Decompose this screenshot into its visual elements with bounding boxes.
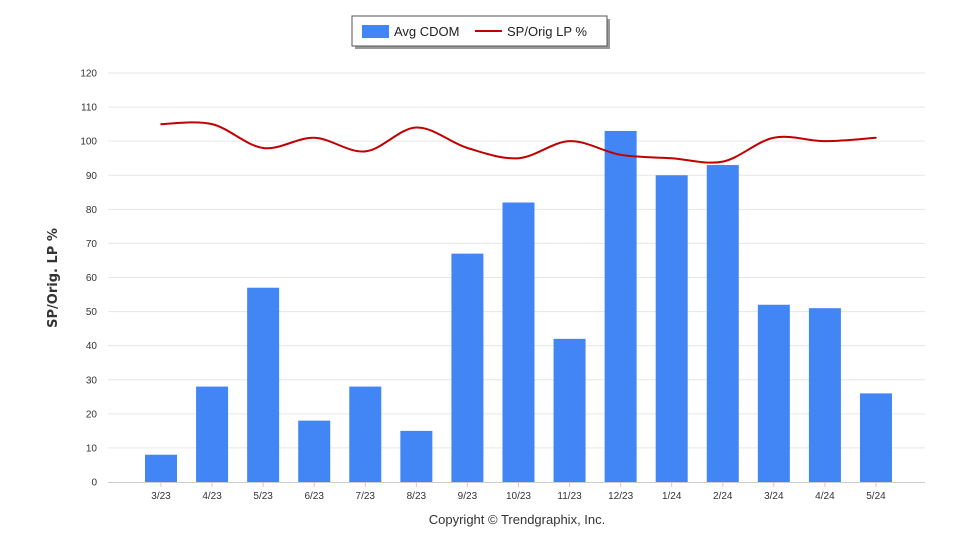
- y-tick-label: 60: [86, 273, 98, 284]
- x-tick-label: 10/23: [506, 491, 531, 502]
- x-tick-label: 5/23: [253, 491, 273, 502]
- line-point-5-23: [262, 147, 264, 149]
- y-tick-label: 10: [86, 443, 98, 454]
- line-point-9-23: [466, 147, 469, 149]
- y-tick-label: 30: [86, 375, 98, 386]
- legend-bar-label: Avg CDOM: [394, 24, 460, 39]
- x-tick-label: 4/24: [815, 491, 835, 502]
- x-tick-label: 1/24: [662, 491, 682, 502]
- x-tick-labels: 3/23 4/23 5/23 6/23 7/23 8/23 9/23 10/23 11/23 12…: [151, 491, 886, 502]
- line-point-1-24: [670, 157, 673, 160]
- bar-avg-cdom-10-23: [502, 202, 535, 482]
- line-point-4-24: [824, 140, 826, 142]
- x-tick-label: 5/24: [866, 491, 886, 502]
- line-point-8-23: [415, 126, 418, 129]
- bar-avg-cdom-11-23: [553, 338, 586, 482]
- line-point-6-23: [313, 136, 316, 139]
- legend-line-label: SP/Orig LP %: [507, 24, 587, 39]
- line-point-2-24: [721, 160, 724, 163]
- y-tick-label: 90: [86, 171, 98, 182]
- line-point-11-23: [568, 140, 571, 142]
- y-tick-label: 80: [86, 205, 98, 216]
- y-tick-label: 100: [80, 137, 97, 148]
- footer-copyright: Copyright © Trendgraphix, Inc.: [429, 512, 606, 527]
- line-point-10-23: [517, 157, 520, 160]
- x-tick-label: 11/23: [557, 491, 582, 502]
- line-point-7-23: [364, 150, 367, 153]
- line-layer: [160, 121, 877, 164]
- x-tick-label: 4/23: [202, 491, 222, 502]
- x-tick-label: 3/23: [151, 491, 171, 502]
- y-axis-title: SP/Orig. LP %: [46, 228, 61, 328]
- bars-layer: [145, 130, 892, 483]
- bar-avg-cdom-1-24: [655, 175, 688, 482]
- x-tick-label: 12/23: [608, 491, 633, 502]
- y-tick-label: 70: [86, 239, 98, 250]
- x-tick-label: 7/23: [356, 491, 376, 502]
- bar-avg-cdom-4-24: [808, 308, 841, 482]
- bar-avg-cdom-2-24: [706, 165, 739, 482]
- line-point-4-23: [211, 123, 213, 125]
- line-point-12-23: [619, 154, 622, 156]
- line-sp-orig-lp: [160, 121, 877, 164]
- y-tick-label: 110: [81, 103, 97, 114]
- bar-avg-cdom-4-23: [196, 386, 229, 482]
- line-point-3-24: [773, 136, 775, 139]
- line-point-3-23: [160, 123, 162, 125]
- y-tick-label: 0: [91, 478, 97, 489]
- bar-avg-cdom-8-23: [400, 430, 433, 482]
- legend-bar-swatch: [362, 25, 389, 38]
- x-tick-label: 9/23: [458, 491, 478, 502]
- x-tick-label: 8/23: [407, 491, 427, 502]
- bar-avg-cdom-7-23: [349, 386, 382, 482]
- y-tick-label: 50: [86, 307, 98, 318]
- bar-avg-cdom-5-24: [859, 393, 892, 482]
- axis-layer: [108, 482, 925, 487]
- x-tick-label: 6/23: [304, 491, 324, 502]
- bar-avg-cdom-3-24: [757, 304, 790, 482]
- bar-avg-cdom-5-23: [247, 287, 280, 482]
- x-tick-label: 3/24: [764, 491, 784, 502]
- line-point-5-24: [875, 136, 877, 139]
- y-tick-labels: 0 10 20 30 40 50 60 70 80 90 100 110 120: [80, 69, 97, 489]
- bar-avg-cdom-9-23: [451, 253, 484, 482]
- legend: Avg CDOM SP/Orig LP %: [351, 15, 610, 49]
- y-tick-label: 40: [86, 341, 98, 352]
- y-tick-label: 20: [86, 409, 98, 420]
- bar-avg-cdom-12-23: [604, 130, 637, 483]
- x-tick-label: 2/24: [713, 491, 733, 502]
- bar-avg-cdom-3-23: [145, 454, 177, 482]
- bar-avg-cdom-6-23: [298, 420, 331, 482]
- y-tick-label: 120: [80, 69, 97, 80]
